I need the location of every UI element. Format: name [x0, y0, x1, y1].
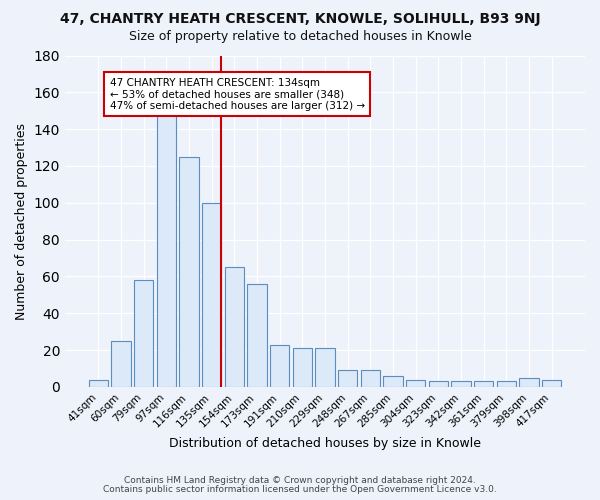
Y-axis label: Number of detached properties: Number of detached properties — [15, 122, 28, 320]
Bar — [247, 284, 266, 387]
Text: 47 CHANTRY HEATH CRESCENT: 134sqm
← 53% of detached houses are smaller (348)
47%: 47 CHANTRY HEATH CRESCENT: 134sqm ← 53% … — [110, 78, 365, 111]
Text: 47, CHANTRY HEATH CRESCENT, KNOWLE, SOLIHULL, B93 9NJ: 47, CHANTRY HEATH CRESCENT, KNOWLE, SOLI… — [59, 12, 541, 26]
Text: Contains public sector information licensed under the Open Government Licence v3: Contains public sector information licen… — [103, 484, 497, 494]
Bar — [361, 370, 380, 387]
Text: Contains HM Land Registry data © Crown copyright and database right 2024.: Contains HM Land Registry data © Crown c… — [124, 476, 476, 485]
Bar — [497, 382, 516, 387]
Bar — [111, 341, 131, 387]
X-axis label: Distribution of detached houses by size in Knowle: Distribution of detached houses by size … — [169, 437, 481, 450]
Bar — [316, 348, 335, 387]
Bar — [451, 382, 470, 387]
Bar — [89, 380, 108, 387]
Bar — [270, 344, 289, 387]
Bar — [224, 268, 244, 387]
Bar — [406, 380, 425, 387]
Bar — [293, 348, 312, 387]
Bar — [134, 280, 153, 387]
Bar — [542, 380, 562, 387]
Bar — [474, 382, 493, 387]
Bar — [179, 157, 199, 387]
Bar — [157, 110, 176, 387]
Text: Size of property relative to detached houses in Knowle: Size of property relative to detached ho… — [128, 30, 472, 43]
Bar — [202, 203, 221, 387]
Bar — [429, 382, 448, 387]
Bar — [383, 376, 403, 387]
Bar — [338, 370, 357, 387]
Bar — [520, 378, 539, 387]
